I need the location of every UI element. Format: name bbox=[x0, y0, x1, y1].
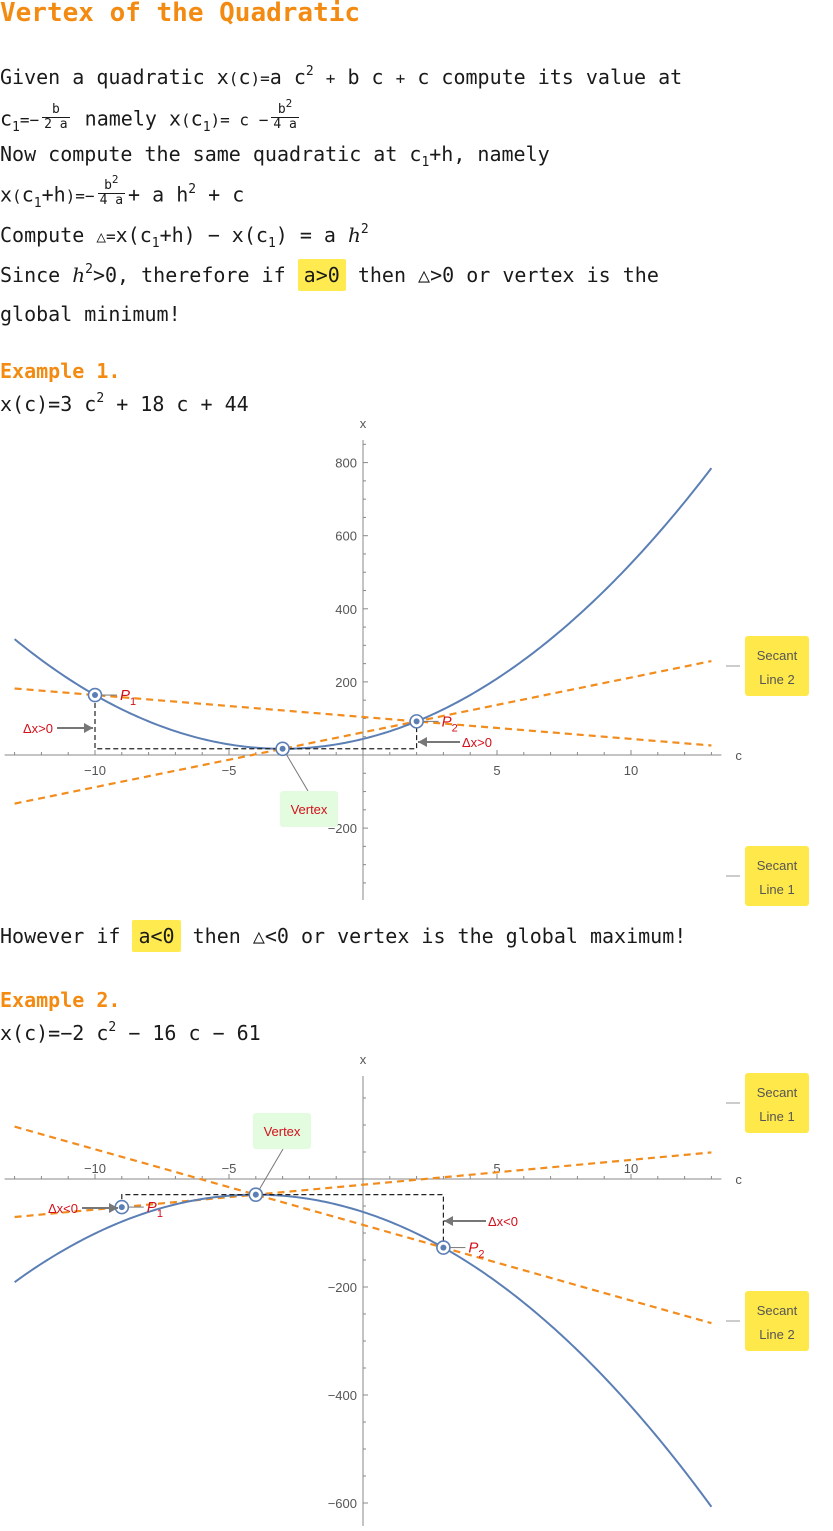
delta-arrowhead-left bbox=[109, 1203, 118, 1213]
secant-legend-line2: Line 1 bbox=[759, 882, 794, 897]
delta-x-guide bbox=[121, 1194, 444, 1248]
secant-line bbox=[14, 1151, 712, 1219]
secant-legend-box bbox=[745, 846, 809, 906]
intro-line-2: c1=− b 2 a namely x(c1)= c − b2 4 a bbox=[0, 97, 299, 135]
secant-line bbox=[14, 659, 712, 805]
point-label-p1: P1 bbox=[147, 1199, 163, 1220]
secant-legend-line2: Line 2 bbox=[759, 672, 794, 687]
secant-legend-line2: Line 2 bbox=[759, 1327, 794, 1342]
highlight-a-negative: a<0 bbox=[132, 920, 181, 952]
vertex-callout-line bbox=[259, 1148, 284, 1189]
y-tick-label: 600 bbox=[335, 529, 357, 544]
example2-formula: x(c)=−2 c2 − 16 c − 61 bbox=[0, 1020, 261, 1045]
delta-label-left: Δx>0 bbox=[23, 721, 53, 736]
x-tick-label: −5 bbox=[222, 763, 237, 778]
highlight-a-positive: a>0 bbox=[297, 259, 346, 291]
secant-legend-box bbox=[745, 1073, 809, 1133]
however-line: However if a<0 then △<0 or vertex is the… bbox=[0, 920, 686, 952]
x-tick-label: 5 bbox=[493, 1161, 500, 1176]
x-tick-label: −10 bbox=[84, 763, 106, 778]
x-axis-label: c bbox=[735, 1172, 742, 1187]
page-title: Vertex of the Quadratic bbox=[0, 0, 361, 28]
delta-x-guide bbox=[94, 695, 418, 750]
secant-legend-line1: Secant bbox=[757, 1303, 798, 1318]
secant-legend-box bbox=[745, 1291, 809, 1351]
delta-label-right: Δx<0 bbox=[488, 1214, 518, 1229]
point-p2-dot bbox=[440, 1244, 447, 1251]
example1-heading: Example 1. bbox=[0, 359, 121, 383]
y-tick-label: 400 bbox=[335, 602, 357, 617]
y-tick-label: −400 bbox=[328, 1388, 357, 1403]
example2-heading: Example 2. bbox=[0, 988, 121, 1012]
vertex-label: Vertex bbox=[264, 1124, 301, 1139]
point-p1-dot bbox=[92, 692, 98, 699]
y-tick-label: −200 bbox=[328, 1280, 357, 1295]
example2-chart: cx−10 −5 5 10−200−400−600P1P2Δx<0Δx<0Vertex… bbox=[4, 1052, 809, 1526]
y-tick-label: 200 bbox=[335, 675, 357, 690]
x-axis-label: c bbox=[735, 748, 742, 763]
point-p1-dot bbox=[118, 1204, 125, 1211]
example1-chart: cx−10 −5 5 10−200200400600800P1P2Δx>0Δx>0Ve… bbox=[4, 416, 809, 906]
x-tick-label: −10 bbox=[84, 1161, 106, 1176]
secant-legend-line2: Line 1 bbox=[759, 1109, 794, 1124]
secant-legend-line1: Secant bbox=[757, 1085, 798, 1100]
vertex-point-dot bbox=[252, 1191, 259, 1198]
vertex-point-dot bbox=[279, 745, 286, 752]
intro-line-1: Given a quadratic x(c)=a c2 + b c + c co… bbox=[0, 64, 683, 89]
secant-legend-box bbox=[745, 636, 809, 696]
delta-label-left: Δx<0 bbox=[48, 1201, 78, 1216]
quadratic-curve bbox=[13, 467, 713, 750]
intro-line-3: Now compute the same quadratic at c1+h, … bbox=[0, 142, 550, 170]
intro-line-5: Compute △=x(c1+h) − x(c1) = a h2 bbox=[0, 222, 369, 251]
y-axis-label: x bbox=[360, 416, 367, 431]
point-label-p1: P1 bbox=[120, 687, 136, 708]
x-tick-label: 10 bbox=[624, 1161, 638, 1176]
delta-arrowhead-right bbox=[444, 1216, 453, 1226]
fraction: b2 4 a bbox=[97, 173, 126, 208]
intro-line-4: x(c1+h)=− b2 4 a + a h2 + c bbox=[0, 173, 245, 211]
example1-formula: x(c)=3 c2 + 18 c + 44 bbox=[0, 391, 249, 416]
y-tick-label: −600 bbox=[328, 1496, 357, 1511]
point-label-p2: P2 bbox=[442, 713, 458, 734]
vertex-label: Vertex bbox=[291, 802, 328, 817]
secant-line bbox=[14, 1125, 712, 1325]
fraction: b2 4 a bbox=[271, 97, 299, 132]
y-tick-label: 800 bbox=[335, 456, 357, 471]
secant-legend-line1: Secant bbox=[757, 648, 798, 663]
vertex-callout-line bbox=[286, 754, 309, 792]
secant-line bbox=[14, 687, 712, 747]
vertex-label-box bbox=[280, 791, 338, 827]
intro-line-7: global minimum! bbox=[0, 302, 181, 326]
delta-label-right: Δx>0 bbox=[462, 735, 492, 750]
intro-line-6: Since h2>0, therefore if a>0 then △>0 or… bbox=[0, 259, 659, 291]
quadratic-curve bbox=[14, 1193, 713, 1508]
vertex-label-box bbox=[253, 1113, 311, 1149]
delta-arrowhead-left bbox=[84, 723, 93, 733]
y-axis-label: x bbox=[360, 1052, 367, 1067]
x-tick-label: 10 bbox=[624, 763, 638, 778]
point-p2-dot bbox=[413, 718, 420, 725]
secant-legend-line1: Secant bbox=[757, 858, 798, 873]
x-tick-label: −5 bbox=[222, 1161, 237, 1176]
x-tick-label: 5 bbox=[493, 763, 500, 778]
delta-arrowhead-right bbox=[418, 737, 427, 747]
